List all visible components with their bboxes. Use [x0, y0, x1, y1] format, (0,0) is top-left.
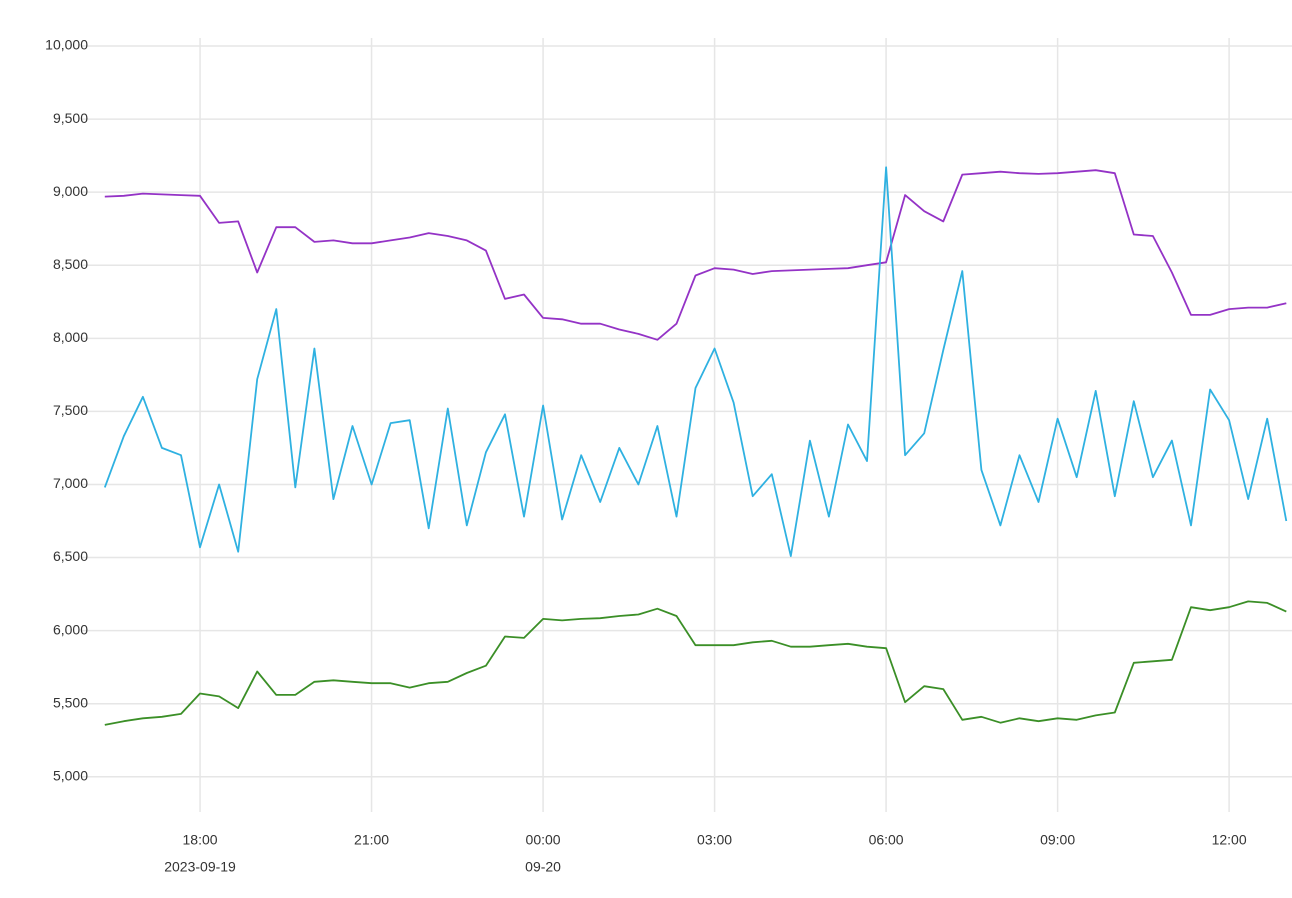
y-tick-label: 10,000 [45, 37, 88, 53]
x-tick-label: 00:00 [526, 832, 561, 848]
x-tick-date-label: 2023-09-19 [164, 859, 236, 875]
y-tick-label: 5,000 [53, 767, 88, 783]
x-tick-label: 21:00 [354, 832, 389, 848]
y-tick-label: 8,500 [53, 256, 88, 272]
x-tick-label: 12:00 [1212, 832, 1247, 848]
series-line [104, 169, 1287, 341]
y-tick-label: 9,500 [53, 110, 88, 126]
y-tick-label: 9,000 [53, 183, 88, 199]
y-tick-label: 5,500 [53, 694, 88, 710]
x-tick-label: 06:00 [869, 832, 904, 848]
x-tick-label: 09:00 [1040, 832, 1075, 848]
series-line [103, 166, 1288, 557]
y-tick-label: 6,500 [53, 548, 88, 564]
y-tick-label: 7,500 [53, 402, 88, 418]
x-tick-label: 18:00 [183, 832, 218, 848]
x-tick-label: 03:00 [697, 832, 732, 848]
y-tick-label: 6,000 [53, 621, 88, 637]
y-tick-label: 7,000 [53, 475, 88, 491]
series-line [104, 600, 1287, 726]
x-tick-date-label: 09-20 [525, 859, 561, 875]
y-tick-label: 8,000 [53, 329, 88, 345]
